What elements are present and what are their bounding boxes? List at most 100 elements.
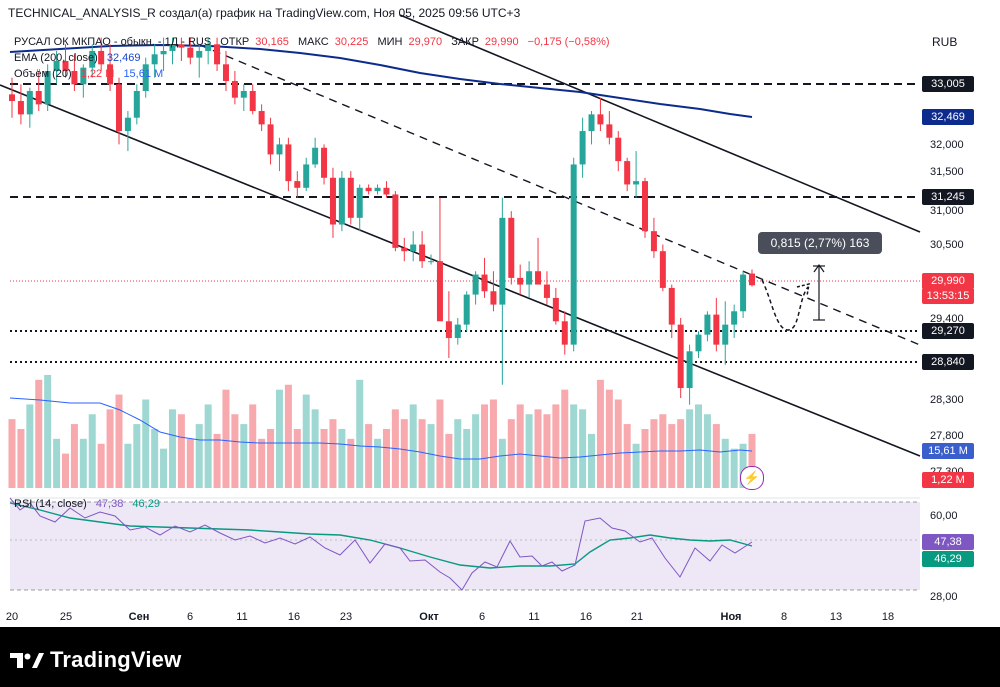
candle-body[interactable]: [722, 324, 729, 345]
candle-body[interactable]: [472, 274, 479, 295]
candle-body[interactable]: [44, 70, 51, 105]
candle-body[interactable]: [508, 217, 515, 278]
candle-body[interactable]: [338, 177, 345, 225]
candle-body[interactable]: [606, 124, 613, 138]
symbol-legend[interactable]: РУСАЛ ОК МКПАО - обыкн. - 1Д - RUS ОТКР 3…: [14, 35, 616, 49]
candle-body[interactable]: [240, 91, 247, 98]
lightning-icon[interactable]: ⚡: [740, 466, 764, 490]
candle-body[interactable]: [151, 54, 158, 65]
candle-body[interactable]: [499, 217, 506, 305]
candle-body[interactable]: [267, 124, 274, 155]
channel-mid-line[interactable]: [199, 44, 921, 346]
candle-body[interactable]: [53, 60, 60, 71]
candle-body[interactable]: [133, 91, 140, 118]
candle-body[interactable]: [659, 251, 666, 288]
candle-body[interactable]: [258, 111, 265, 125]
ema-tag[interactable]: 32,469: [922, 109, 974, 125]
candle-body[interactable]: [463, 294, 470, 325]
candle-body[interactable]: [731, 311, 738, 325]
candle-body[interactable]: [668, 287, 675, 325]
candle-body[interactable]: [89, 50, 96, 68]
candle-body[interactable]: [17, 101, 24, 115]
candle-body[interactable]: [713, 314, 720, 345]
candle-body[interactable]: [329, 177, 336, 225]
level-tag-33005[interactable]: 33,005: [922, 76, 974, 92]
volume-legend[interactable]: Объём (20) 1,22 M 15,61 M: [14, 67, 169, 81]
level-tag-31245[interactable]: 31,245: [922, 189, 974, 205]
candle-body[interactable]: [160, 50, 167, 55]
ema-legend[interactable]: EMA (200, close) 32,469: [14, 51, 146, 65]
candle-body[interactable]: [677, 324, 684, 389]
candle-body[interactable]: [80, 67, 87, 85]
candle-body[interactable]: [740, 274, 747, 312]
candle-body[interactable]: [169, 44, 176, 51]
candle-body[interactable]: [570, 164, 577, 345]
candle-body[interactable]: [579, 131, 586, 165]
candle-body[interactable]: [356, 187, 363, 218]
candle-body[interactable]: [615, 137, 622, 162]
candle-body[interactable]: [26, 91, 33, 115]
last-price-tag[interactable]: 29,990: [922, 273, 974, 289]
candle-body[interactable]: [178, 44, 185, 48]
candle-body[interactable]: [428, 261, 435, 263]
candle-body[interactable]: [454, 324, 461, 338]
candle-body[interactable]: [633, 181, 640, 185]
candle-body[interactable]: [205, 44, 212, 51]
candle-body[interactable]: [552, 297, 559, 322]
currency-label[interactable]: RUB: [932, 35, 958, 49]
candle-body[interactable]: [445, 321, 452, 338]
candle-body[interactable]: [312, 147, 319, 165]
candle-body[interactable]: [321, 147, 328, 178]
candle-body[interactable]: [597, 114, 604, 125]
candle-body[interactable]: [481, 274, 488, 292]
candle-body[interactable]: [517, 277, 524, 285]
candle-body[interactable]: [107, 64, 114, 85]
candle-body[interactable]: [642, 181, 649, 232]
price-chart[interactable]: [0, 0, 1000, 627]
candle-body[interactable]: [383, 187, 390, 195]
candle-body[interactable]: [374, 187, 381, 192]
candle-body[interactable]: [294, 181, 301, 188]
candle-body[interactable]: [222, 64, 229, 81]
candle-body[interactable]: [71, 70, 78, 85]
candle-body[interactable]: [561, 321, 568, 345]
candle-body[interactable]: [231, 80, 238, 98]
candle-body[interactable]: [115, 84, 122, 132]
candle-body[interactable]: [365, 187, 372, 192]
candle-body[interactable]: [303, 164, 310, 188]
candle-body[interactable]: [410, 244, 417, 252]
candle-body[interactable]: [749, 273, 755, 286]
candle-body[interactable]: [624, 161, 631, 185]
candle-body[interactable]: [650, 231, 657, 252]
candle-body[interactable]: [526, 271, 533, 285]
candle-body[interactable]: [392, 194, 399, 248]
candle-body[interactable]: [35, 91, 42, 105]
candle-body[interactable]: [214, 44, 221, 65]
candle-body[interactable]: [535, 271, 542, 285]
candle-body[interactable]: [588, 114, 595, 132]
candle-body[interactable]: [543, 284, 550, 298]
candle-body[interactable]: [124, 117, 131, 132]
candle-body[interactable]: [249, 91, 256, 112]
candle-body[interactable]: [62, 60, 69, 71]
candle-body[interactable]: [401, 247, 408, 252]
channel-upper-line[interactable]: [399, 14, 921, 233]
candle-body[interactable]: [276, 144, 283, 155]
candle-body[interactable]: [436, 261, 443, 322]
candle-body[interactable]: [9, 94, 15, 102]
candle-body[interactable]: [187, 47, 194, 58]
level-tag-29270[interactable]: 29,270: [922, 323, 974, 339]
candle-body[interactable]: [704, 314, 711, 335]
tradingview-footer[interactable]: TradingView: [10, 646, 181, 674]
candle-body[interactable]: [347, 177, 354, 218]
candle-body[interactable]: [142, 64, 149, 92]
candle-body[interactable]: [686, 351, 693, 389]
candle-body[interactable]: [196, 50, 203, 58]
candle-body[interactable]: [98, 50, 105, 65]
candle-body[interactable]: [695, 334, 702, 352]
candle-body[interactable]: [419, 244, 426, 262]
candle-body[interactable]: [490, 291, 497, 305]
candle-body[interactable]: [285, 144, 292, 182]
channel-lower-line[interactable]: [0, 84, 921, 457]
rsi-legend[interactable]: RSI (14, close) 47,38 46,29: [14, 497, 166, 511]
